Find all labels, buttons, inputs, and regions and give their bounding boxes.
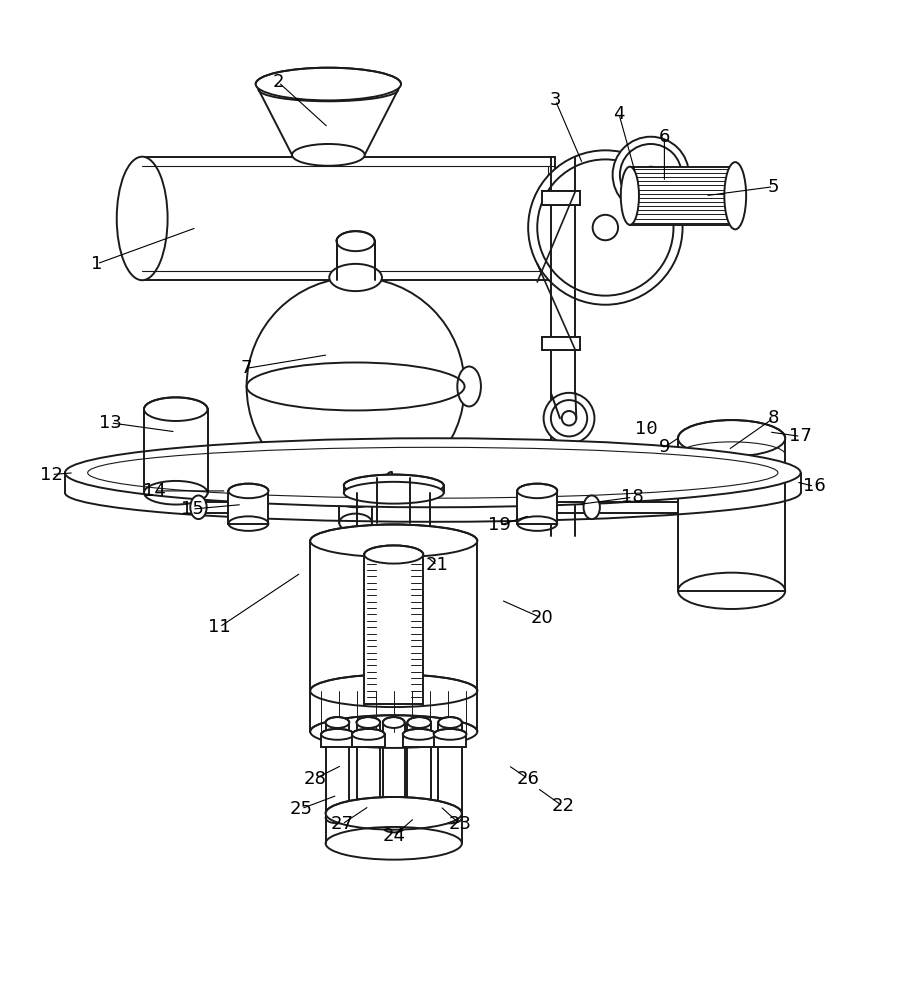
Ellipse shape — [383, 717, 404, 728]
Text: 9: 9 — [659, 438, 670, 456]
Ellipse shape — [325, 717, 349, 728]
Text: 18: 18 — [621, 488, 644, 506]
Ellipse shape — [310, 525, 477, 557]
Text: 11: 11 — [208, 618, 230, 636]
Bar — [364, 554, 424, 704]
Text: 13: 13 — [99, 414, 122, 432]
Text: 12: 12 — [40, 466, 63, 484]
Bar — [352, 734, 384, 747]
Ellipse shape — [343, 482, 444, 504]
Text: 4: 4 — [613, 105, 625, 123]
Ellipse shape — [229, 484, 269, 498]
Ellipse shape — [329, 264, 382, 291]
Text: 8: 8 — [768, 409, 779, 427]
Ellipse shape — [457, 366, 481, 406]
Bar — [229, 491, 269, 524]
Ellipse shape — [584, 495, 600, 519]
Ellipse shape — [310, 715, 477, 748]
Ellipse shape — [190, 495, 207, 519]
Text: 21: 21 — [426, 556, 449, 574]
Bar — [403, 734, 435, 747]
Text: 27: 27 — [331, 815, 353, 833]
Ellipse shape — [325, 797, 462, 830]
Text: 1: 1 — [91, 255, 102, 273]
Text: 14: 14 — [142, 482, 166, 500]
Ellipse shape — [434, 729, 466, 740]
Bar — [542, 337, 580, 350]
Ellipse shape — [356, 717, 380, 728]
Ellipse shape — [333, 484, 377, 507]
Ellipse shape — [117, 157, 168, 280]
Ellipse shape — [310, 674, 477, 707]
Bar — [434, 734, 466, 747]
Text: 24: 24 — [383, 827, 405, 845]
Ellipse shape — [517, 484, 558, 498]
Text: 3: 3 — [549, 91, 561, 109]
Text: 20: 20 — [530, 609, 553, 627]
Text: 10: 10 — [635, 420, 658, 438]
Text: 2: 2 — [272, 73, 284, 91]
Text: 15: 15 — [180, 500, 203, 518]
Text: 25: 25 — [290, 800, 312, 818]
Text: 6: 6 — [659, 128, 670, 146]
Ellipse shape — [352, 729, 384, 740]
Bar — [678, 438, 785, 591]
Text: 7: 7 — [241, 359, 252, 377]
Ellipse shape — [364, 545, 424, 564]
Ellipse shape — [678, 420, 785, 456]
Bar — [517, 491, 558, 524]
Ellipse shape — [144, 397, 208, 421]
Ellipse shape — [343, 475, 444, 496]
Ellipse shape — [403, 729, 435, 740]
Text: 26: 26 — [517, 770, 539, 788]
Text: 16: 16 — [803, 477, 825, 495]
Text: 19: 19 — [487, 516, 510, 534]
Ellipse shape — [65, 438, 801, 507]
Ellipse shape — [438, 717, 462, 728]
Circle shape — [562, 411, 577, 426]
Ellipse shape — [292, 144, 364, 166]
Text: 5: 5 — [768, 178, 779, 196]
Circle shape — [612, 137, 689, 213]
Circle shape — [642, 167, 659, 183]
Circle shape — [247, 277, 465, 495]
Bar — [542, 191, 580, 205]
Circle shape — [544, 393, 595, 444]
Text: 23: 23 — [448, 815, 472, 833]
Bar — [630, 167, 735, 225]
Circle shape — [528, 150, 682, 305]
Bar — [321, 734, 353, 747]
Ellipse shape — [620, 167, 639, 225]
Ellipse shape — [321, 729, 353, 740]
Ellipse shape — [256, 68, 401, 100]
Text: 28: 28 — [303, 770, 326, 788]
Ellipse shape — [336, 231, 374, 251]
Ellipse shape — [339, 514, 372, 532]
Text: 22: 22 — [551, 797, 574, 815]
Text: 17: 17 — [789, 427, 812, 445]
Ellipse shape — [724, 162, 746, 229]
Ellipse shape — [407, 717, 431, 728]
Ellipse shape — [336, 525, 451, 548]
Circle shape — [593, 215, 618, 240]
